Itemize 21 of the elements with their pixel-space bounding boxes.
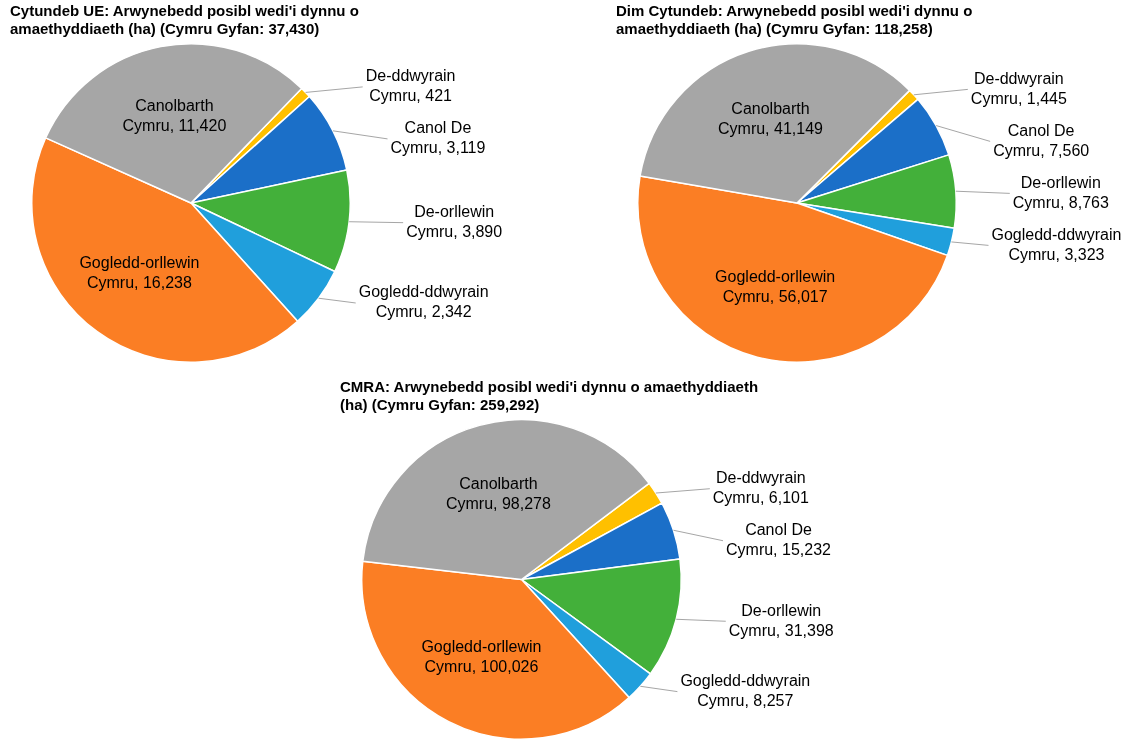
chart-title: CMRA: Arwynebedd posibl wedi'i dynnu o amaethyddiaeth (ha) (Cymru Gyfan: 259,292) bbox=[340, 378, 760, 414]
slice-label: Canol De Cymru, 7,560 bbox=[993, 121, 1090, 159]
chart-title: Cytundeb UE: Arwynebedd posibl wedi'i dynnu o amaethyddiaeth (ha) (Cymru Gyfan: 37,430) bbox=[10, 2, 360, 38]
slice-label: Canol De Cymru, 3,119 bbox=[390, 119, 486, 157]
slice-label: Gogledd-ddwyrain Cymru, 8,257 bbox=[680, 672, 811, 710]
slice-label: De-orllewin Cymru, 8,763 bbox=[1012, 173, 1109, 211]
slice-label: Canolbarth Cymru, 41,149 bbox=[718, 99, 824, 137]
slice-label: De-orllewin Cymru, 3,890 bbox=[406, 203, 503, 241]
slice-label: Gogledd-ddwyrain Cymru, 3,323 bbox=[991, 225, 1122, 263]
slice-label: Gogledd-orllewin Cymru, 16,238 bbox=[79, 254, 200, 292]
slice-label: De-ddwyrain Cymru, 6,101 bbox=[712, 469, 809, 507]
slice-label: Gogledd-ddwyrain Cymru, 2,342 bbox=[358, 283, 489, 321]
chart-title: Dim Cytundeb: Arwynebedd posibl wedi'i dynnu o amaethyddiaeth (ha) (Cymru Gyfan: 118,258) bbox=[616, 2, 974, 38]
slice-label: Gogledd-orllewin Cymru, 100,026 bbox=[421, 638, 542, 676]
slice-label: De-ddwyrain Cymru, 421 bbox=[365, 67, 456, 105]
slice-label: Canolbarth Cymru, 98,278 bbox=[445, 475, 551, 513]
slice-label: De-orllewin Cymru, 31,398 bbox=[728, 601, 834, 639]
slice-label: Canolbarth Cymru, 11,420 bbox=[122, 97, 227, 135]
slice-label: De-ddwyrain Cymru, 1,445 bbox=[970, 69, 1067, 107]
slice-label: Gogledd-orllewin Cymru, 56,017 bbox=[715, 268, 836, 306]
slice-label: Canol De Cymru, 15,232 bbox=[726, 521, 832, 559]
